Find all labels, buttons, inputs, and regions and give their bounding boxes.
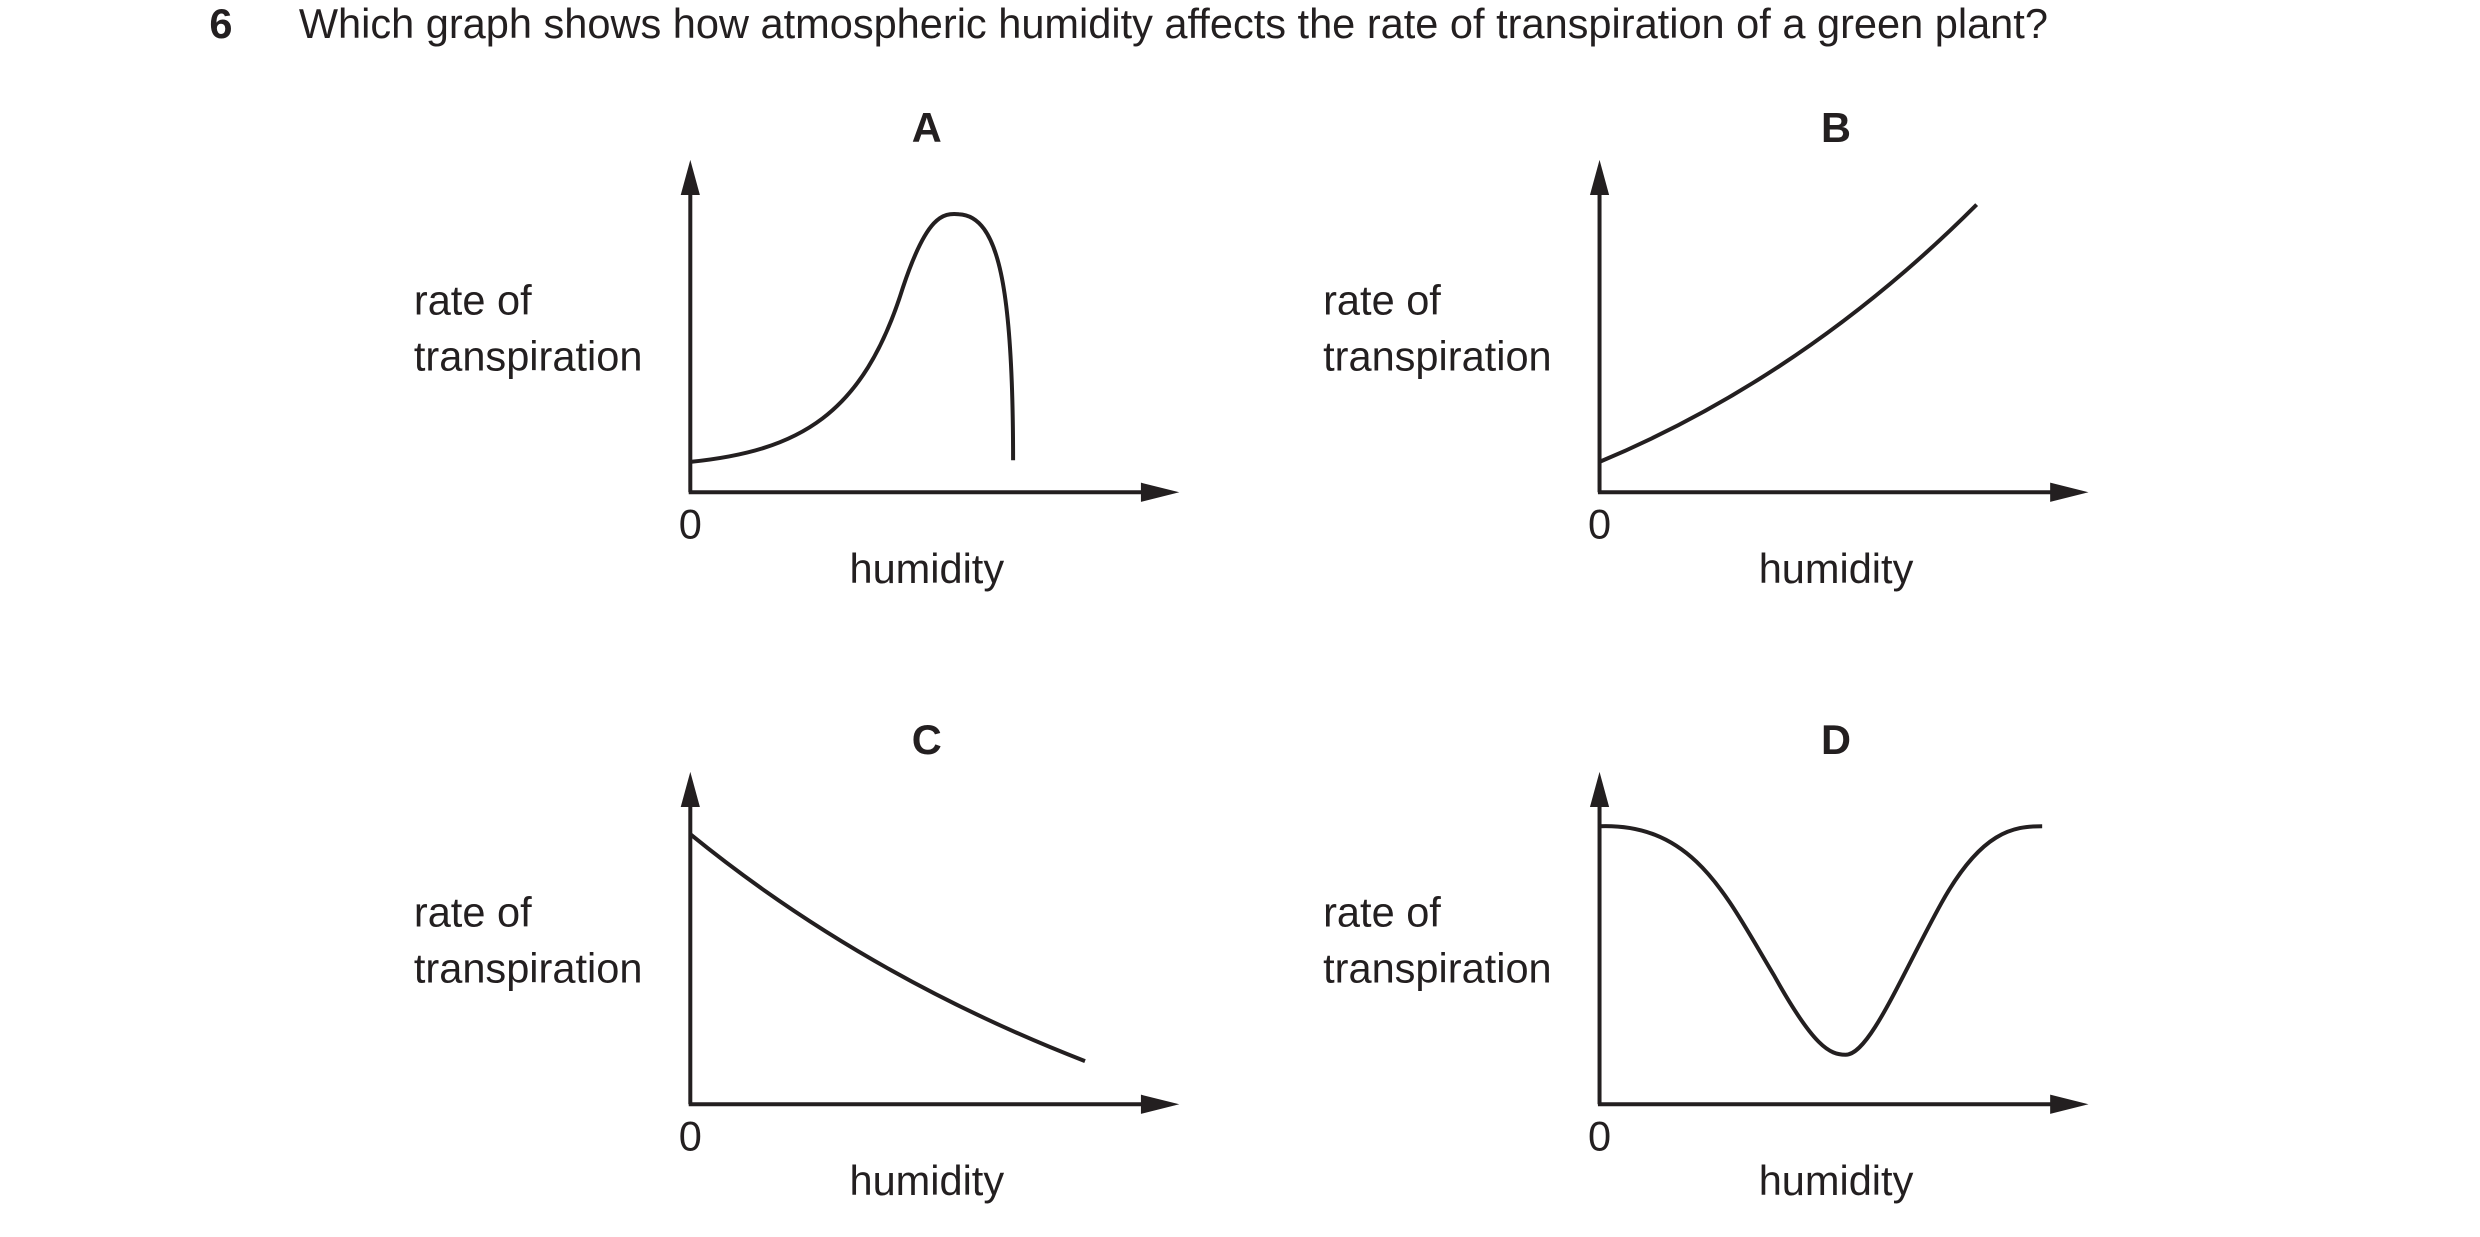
y-axis-label: rate of <box>414 889 532 936</box>
origin-label: 0 <box>1588 1112 1611 1159</box>
y-axis-arrow <box>680 771 700 808</box>
x-axis-arrow <box>1140 482 1180 502</box>
origin-label: 0 <box>679 1112 702 1159</box>
y-axis-label: rate of <box>414 277 532 324</box>
y-axis-label: rate of <box>1323 277 1441 324</box>
question-number: 6 <box>209 0 232 47</box>
option-label: D <box>1821 716 1851 763</box>
y-axis-arrow <box>1589 159 1610 196</box>
x-axis-label: humidity <box>1759 1157 1914 1204</box>
y-axis-label: transpiration <box>1323 333 1552 380</box>
x-axis-label: humidity <box>849 1157 1004 1204</box>
y-axis-label: transpiration <box>414 945 643 992</box>
x-axis-label: humidity <box>1759 545 1914 592</box>
y-axis-arrow <box>1589 771 1610 808</box>
x-axis-arrow <box>1140 1094 1180 1114</box>
option-label: A <box>912 104 942 151</box>
question-text: Which graph shows how atmospheric humidi… <box>299 0 2048 47</box>
curve <box>1599 824 2043 1057</box>
x-axis-arrow <box>2050 1094 2089 1114</box>
x-axis-arrow <box>2050 482 2089 502</box>
y-axis-label: rate of <box>1323 889 1441 936</box>
x-axis-label: humidity <box>849 545 1004 592</box>
y-axis-label: transpiration <box>414 333 643 380</box>
y-axis-arrow <box>680 159 700 196</box>
origin-label: 0 <box>679 500 702 547</box>
curve <box>689 832 1086 1063</box>
option-label: B <box>1821 104 1851 151</box>
curve <box>690 211 1016 464</box>
origin-label: 0 <box>1588 500 1611 547</box>
option-label: C <box>912 716 942 763</box>
y-axis-label: transpiration <box>1323 945 1552 992</box>
curve <box>1598 203 1979 464</box>
